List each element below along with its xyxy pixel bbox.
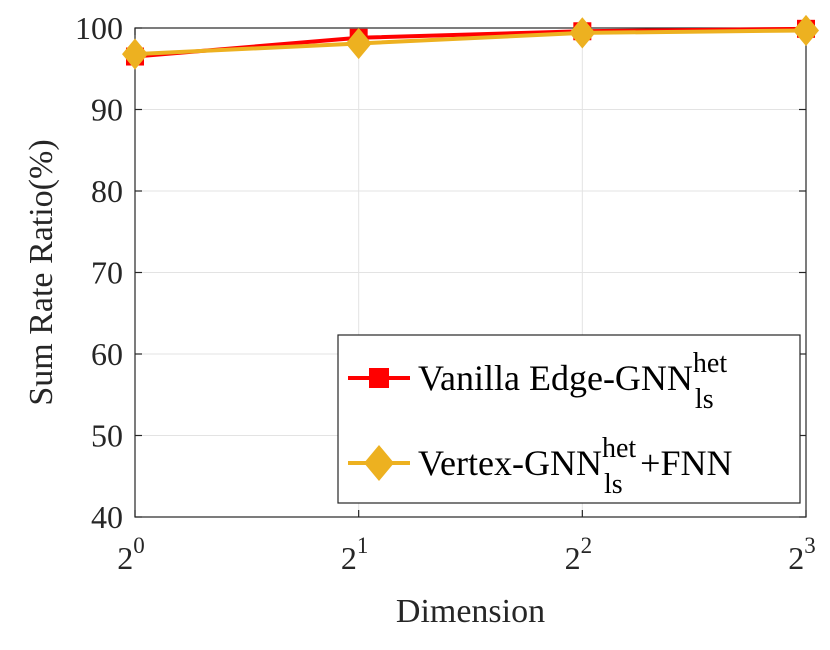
y-tick-label: 80 (91, 173, 123, 209)
x-tick-base: 2 (341, 540, 357, 576)
legend-entry-subscript: ls (695, 384, 714, 415)
x-tick-base: 2 (788, 540, 804, 576)
legend-entry-subscript: ls (604, 469, 623, 500)
x-tick-label: 21 (341, 533, 369, 576)
x-tick-base: 2 (117, 540, 133, 576)
data-point (345, 27, 372, 60)
y-tick-label: 100 (75, 10, 123, 46)
data-point (122, 38, 148, 70)
legend-marker (369, 368, 389, 388)
y-tick-label: 90 (91, 92, 123, 128)
data-point (793, 14, 819, 47)
legend-entry-label: Vertex-GNNhet (418, 433, 636, 483)
x-tick-exponent: 0 (133, 533, 145, 558)
x-tick-exponent: 2 (581, 533, 593, 558)
x-tick-label: 20 (117, 533, 145, 576)
series-diamond (122, 14, 819, 70)
data-point (569, 17, 596, 49)
y-tick-label: 70 (91, 255, 123, 291)
x-tick-exponent: 1 (357, 533, 369, 558)
y-tick-label: 60 (91, 336, 123, 372)
x-axis-label: Dimension (396, 593, 545, 630)
legend-entry-suffix: +FNN (640, 443, 732, 483)
x-tick-label: 22 (565, 533, 593, 576)
series-line (134, 28, 807, 57)
legend-entry-label: Vanilla Edge-GNNhet (418, 348, 727, 398)
y-tick-label: 50 (91, 418, 123, 454)
y-axis-label: Sum Rate Ratio(%) (23, 139, 60, 405)
series-square (126, 19, 815, 66)
x-tick-label: 23 (788, 533, 816, 576)
y-tick-label: 40 (91, 499, 123, 535)
legend-marker (364, 445, 394, 481)
series-layer (122, 14, 819, 70)
legend-box (337, 334, 801, 504)
x-tick-base: 2 (565, 540, 581, 576)
x-tick-exponent: 3 (804, 533, 816, 558)
